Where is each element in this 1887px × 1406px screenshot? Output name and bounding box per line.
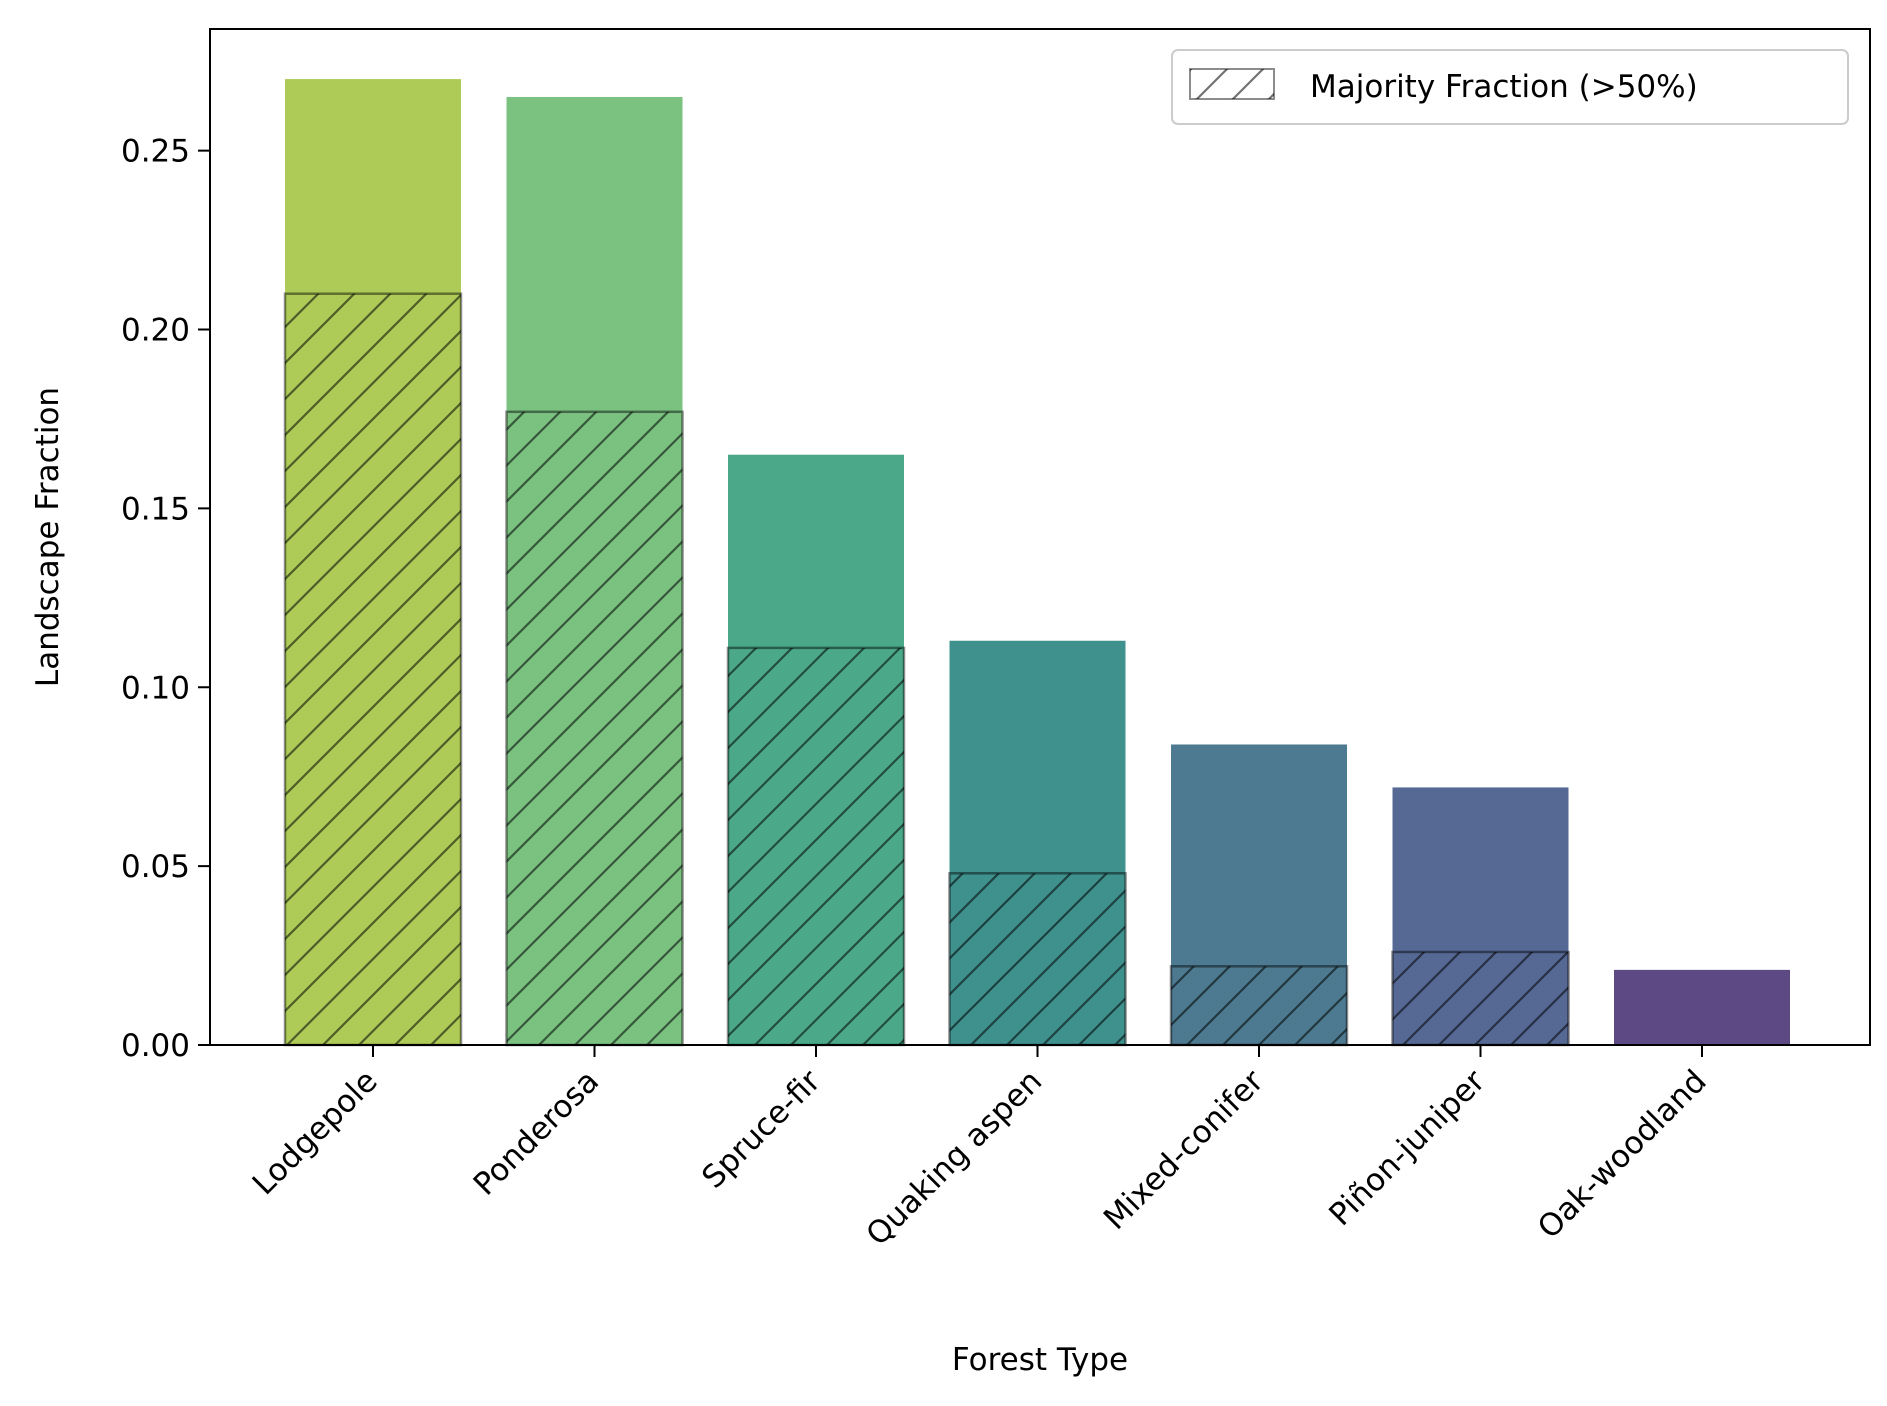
majority-bar-mixed-conifer xyxy=(1169,965,1349,1047)
majority-bar-lodgepole xyxy=(283,292,463,1047)
y-axis: 0.00 0.05 0.10 0.15 0.20 0.25 xyxy=(121,134,210,1064)
x-tick-label: Spruce-fir xyxy=(695,1063,828,1196)
y-axis-title: Landscape Fraction xyxy=(30,387,66,687)
x-tick-label: Piñon-juniper xyxy=(1322,1063,1492,1233)
majority-bar-quaking-aspen xyxy=(948,872,1127,1047)
y-tick-label: 0.10 xyxy=(121,670,190,706)
x-axis-title: Forest Type xyxy=(952,1342,1128,1378)
legend: Majority Fraction (>50%) xyxy=(1171,49,1849,125)
y-tick-label: 0.15 xyxy=(121,491,190,527)
x-tick-label: Mixed-conifer xyxy=(1097,1063,1271,1237)
majority-bar-spruce-fir xyxy=(726,646,906,1047)
x-tick-label: Lodgepole xyxy=(246,1063,385,1202)
x-axis: Lodgepole Ponderosa Spruce-fir Quaking aspe… xyxy=(246,1045,1714,1253)
y-tick-label: 0.00 xyxy=(121,1028,190,1064)
y-tick-label: 0.25 xyxy=(121,134,190,170)
x-tick-label: Quaking aspen xyxy=(859,1063,1049,1253)
bar-oak-woodland xyxy=(1614,969,1790,1045)
legend-frame xyxy=(1171,49,1849,125)
majority-bar-pi-on-juniper xyxy=(1391,950,1570,1047)
majority-bars-layer xyxy=(283,292,1570,1047)
legend-label: Majority Fraction (>50%) xyxy=(1310,69,1698,105)
legend-swatch xyxy=(1189,68,1275,100)
x-tick-label: Oak-woodland xyxy=(1531,1063,1714,1246)
majority-bar-ponderosa xyxy=(505,410,684,1047)
x-tick-label: Ponderosa xyxy=(467,1063,606,1202)
y-tick-label: 0.20 xyxy=(121,313,190,349)
plot-frame xyxy=(209,28,1871,1046)
y-tick-label: 0.05 xyxy=(121,849,190,885)
